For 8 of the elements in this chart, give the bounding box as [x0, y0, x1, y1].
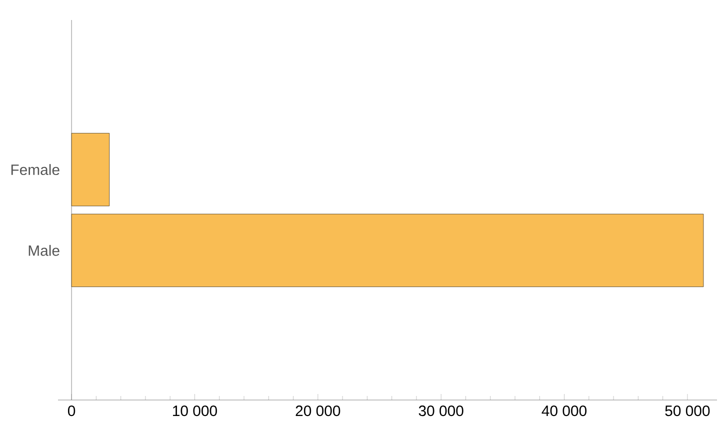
- x-tick-label: 50 000: [665, 406, 710, 416]
- x-tick-label: 30 000: [418, 406, 464, 416]
- x-tick-label: 0: [68, 406, 76, 416]
- y-tick-label: Female: [11, 164, 60, 176]
- x-tick-label: 20 000: [296, 406, 340, 416]
- x-tick-label: 40 000: [542, 406, 587, 416]
- y-tick-label: Male: [28, 244, 60, 256]
- x-tick-label: 10 000: [173, 406, 217, 416]
